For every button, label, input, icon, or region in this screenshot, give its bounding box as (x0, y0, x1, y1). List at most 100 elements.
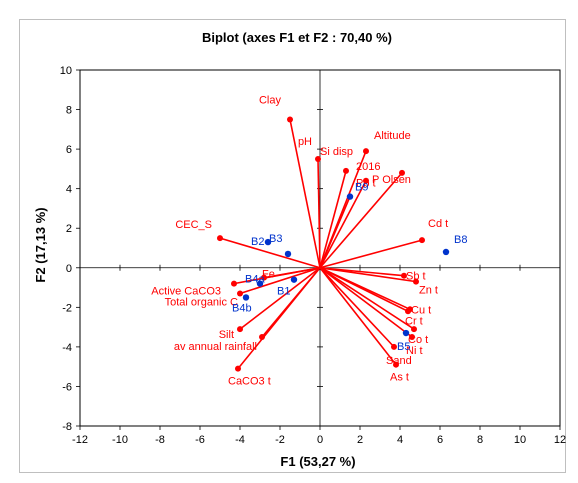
y-tick-label: -6 (62, 381, 72, 393)
variable-label: P Olsen (372, 174, 411, 186)
variable-point (413, 278, 419, 285)
variable-point (235, 365, 241, 372)
variable-vector (319, 172, 403, 269)
variable-label: Cu t (411, 304, 431, 316)
variable-label: Cr t (405, 315, 423, 327)
variable-label: CEC_S (175, 219, 212, 231)
x-axis-title: F1 (53,27 %) (280, 454, 355, 469)
y-tick-label: -4 (62, 342, 72, 354)
variable-point (399, 169, 405, 176)
variable-label: CaCO3 t (228, 376, 271, 388)
observation-point (256, 280, 264, 287)
y-tick-label: -8 (62, 421, 72, 433)
observation-label: B9 (355, 182, 368, 194)
observation-label: B5 (397, 341, 410, 353)
observation-point (290, 276, 298, 283)
variable-vector (317, 158, 321, 268)
y-tick-label: 10 (60, 65, 72, 77)
variable-label: Total organic C (165, 296, 238, 308)
variable-point (315, 156, 321, 162)
observation-label: B2 (251, 236, 264, 248)
observation-point (284, 250, 292, 258)
variable-point (237, 326, 243, 333)
observation-point (402, 329, 410, 337)
variable-label: Pb t (356, 178, 376, 190)
observation-point (442, 248, 450, 256)
variable-vector (239, 267, 321, 295)
variable-vector (289, 119, 321, 268)
x-tick-label: -4 (235, 434, 245, 446)
observation-point (264, 238, 272, 246)
x-tick-label: -12 (72, 434, 88, 446)
variable-point (419, 237, 425, 244)
observation-points (242, 193, 450, 337)
variable-label: Active CaCO3 (151, 286, 221, 298)
variable-label: Zn t (419, 285, 438, 297)
variable-point (411, 326, 417, 333)
variable-vector (233, 266, 321, 285)
variable-point (343, 167, 349, 174)
variable-label: Sand (386, 355, 412, 367)
variable-label: 2016 (356, 161, 380, 173)
x-tick-label: -10 (112, 434, 128, 446)
chart-title: Biplot (axes F1 et F2 : 70,40 %) (202, 30, 392, 45)
variable-label: As t (390, 372, 409, 384)
variable-point (237, 290, 243, 297)
observation-label: B4a (245, 274, 265, 286)
x-tick-label: 2 (357, 434, 363, 446)
variable-vector (319, 267, 413, 338)
variable-label: Clay (259, 94, 282, 106)
y-axis-title: F2 (17,13 %) (33, 207, 48, 282)
variable-vector (319, 180, 367, 269)
variable-vector (319, 266, 417, 283)
variable-point (409, 334, 415, 340)
x-tick-label: 10 (514, 434, 526, 446)
variable-label: Si disp (320, 146, 353, 158)
variable-label: Sb t (406, 271, 426, 283)
variable-point (393, 361, 399, 368)
variable-point (363, 148, 369, 155)
x-tick-label: 0 (317, 434, 323, 446)
variable-vector (319, 196, 351, 269)
x-tick-label: 12 (554, 434, 566, 446)
variable-vector (319, 170, 347, 268)
x-tick-label: -8 (155, 434, 165, 446)
variable-label: Co t (408, 334, 428, 346)
variable-label: av annual rainfall (174, 341, 257, 353)
variable-point (363, 177, 369, 184)
variable-point (405, 308, 411, 315)
observation-point (346, 193, 354, 200)
variable-vector (237, 267, 321, 370)
variable-label: pH (298, 136, 312, 148)
variable-point (287, 116, 293, 123)
observation-label: B8 (454, 234, 467, 246)
x-tick-label: 6 (437, 434, 443, 446)
variable-label: Altitude (374, 130, 411, 142)
variable-vector (319, 239, 423, 269)
variable-vector (319, 267, 395, 348)
variable-vector (319, 267, 415, 330)
x-tick-label: -6 (195, 434, 205, 446)
plot-area: -12 -10 -8 -6 -4 -2 0 2 4 6 8 10 12 -8 -6 -4 -2 0 2 4 6 8 10 (60, 65, 566, 446)
y-tick-label: -2 (62, 302, 72, 314)
y-tick-label: 2 (66, 223, 72, 235)
x-tick-label: 4 (397, 434, 403, 446)
variable-vector (319, 267, 397, 366)
observation-label: B4b (232, 302, 252, 314)
observation-label: B1 (277, 286, 290, 298)
variable-point (217, 235, 223, 242)
variable-label: Silt (219, 329, 234, 341)
variable-point (391, 343, 397, 350)
y-tick-label: 6 (66, 144, 72, 156)
variable-point (401, 272, 407, 279)
variable-point (231, 280, 237, 287)
observation-label: B3 (269, 233, 282, 245)
chart-frame (19, 19, 566, 473)
variable-label: Ni t (406, 345, 423, 357)
y-tick-label: 8 (66, 105, 72, 117)
y-tick-label: 0 (66, 263, 72, 275)
variable-vector (239, 267, 321, 330)
variable-vector (319, 267, 409, 313)
